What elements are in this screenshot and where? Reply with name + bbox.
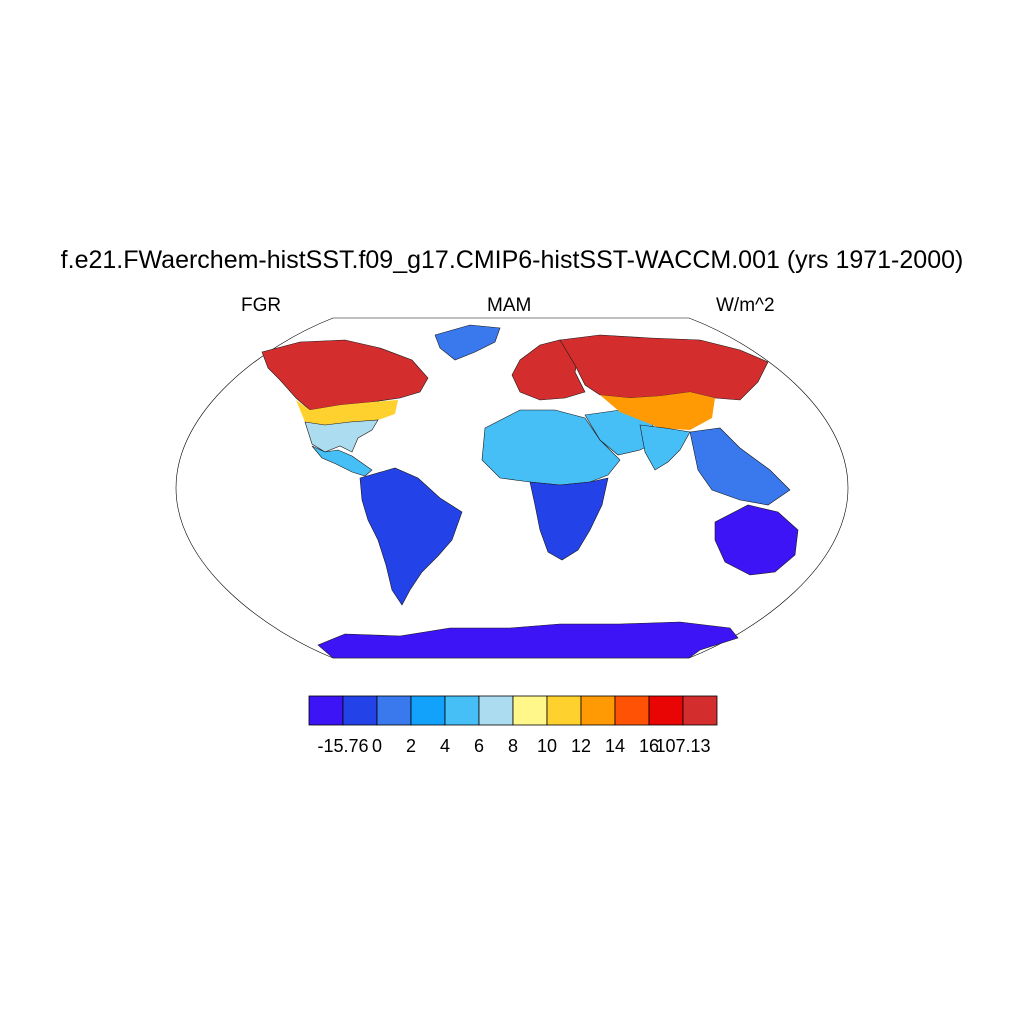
colorbar-box [580, 695, 616, 726]
region-central-america [311, 445, 373, 477]
region-india [639, 424, 691, 471]
region-north-america-south [304, 419, 379, 453]
variable-label: FGR [241, 295, 282, 316]
colorbar-box [682, 695, 718, 726]
colorbar-box [342, 695, 378, 726]
region-australia [714, 504, 799, 576]
colorbar-label: 16 [639, 736, 659, 756]
region-antarctica [317, 621, 739, 659]
colorbar-label: 10 [537, 736, 557, 756]
region-central-asia [600, 392, 715, 430]
colorbar-box [308, 695, 344, 726]
colorbar-label: 8 [508, 736, 518, 756]
region-north-africa [481, 409, 621, 486]
colorbar-label: 107.13 [655, 736, 710, 756]
region-south-africa [529, 477, 609, 561]
colorbar-box [478, 695, 514, 726]
colorbar-label: 0 [372, 736, 382, 756]
region-greenland [434, 324, 501, 361]
colorbar-box [648, 695, 684, 726]
colorbar-box [444, 695, 480, 726]
region-north-america-mid [296, 400, 398, 425]
colorbar-label: 2 [406, 736, 416, 756]
colorbar-box [512, 695, 548, 726]
figure-title: f.e21.FWaerchem-histSST.f09_g17.CMIP6-hi… [60, 246, 964, 274]
colorbar-box [546, 695, 582, 726]
colorbar-label: 12 [571, 736, 591, 756]
colorbar-box [376, 695, 412, 726]
colorbar-box [410, 695, 446, 726]
region-south-america [359, 467, 463, 606]
units-label: W/m^2 [716, 295, 775, 316]
region-north-america-north [261, 339, 429, 411]
colorbar-label: 4 [440, 736, 450, 756]
colorbar-box [614, 695, 650, 726]
season-label: MAM [487, 295, 532, 316]
region-europe [511, 339, 586, 401]
colorbar-label: 6 [474, 736, 484, 756]
colorbar-label: 14 [605, 736, 625, 756]
region-southeast-asia [689, 427, 791, 506]
colorbar-label: -15.76 [317, 736, 368, 756]
region-siberia [559, 334, 769, 401]
